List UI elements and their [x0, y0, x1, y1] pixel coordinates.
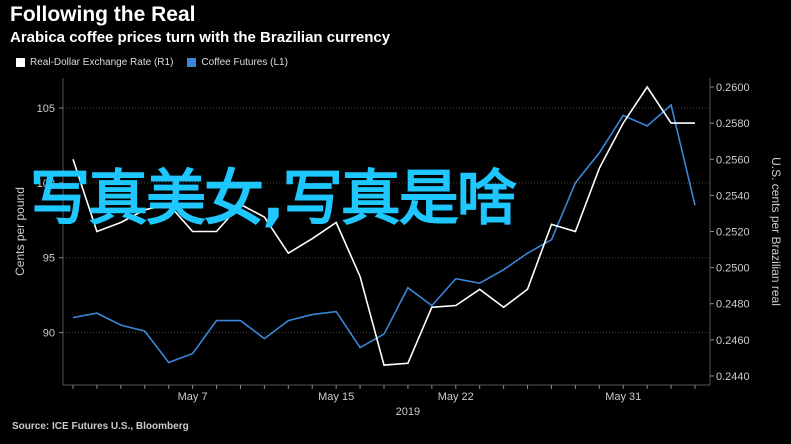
- legend-label-exchange-rate: Real-Dollar Exchange Rate (R1): [30, 57, 174, 68]
- legend-item-coffee-futures: Coffee Futures (L1): [187, 57, 288, 68]
- left-tick-label: 90: [43, 328, 55, 340]
- right-tick-label: 0.2520: [716, 227, 750, 239]
- x-tick-label: May 7: [178, 391, 208, 403]
- legend-item-exchange-rate: Real-Dollar Exchange Rate (R1): [16, 57, 173, 68]
- legend: Real-Dollar Exchange Rate (R1) Coffee Fu…: [16, 57, 288, 68]
- legend-swatch-white: [16, 58, 25, 67]
- right-axis-label: U.S. cents per Brazilian real: [769, 157, 783, 306]
- x-tick-label: May 15: [318, 391, 354, 403]
- x-year-label: 2019: [396, 406, 420, 418]
- chart-subtitle: Arabica coffee prices turn with the Braz…: [10, 29, 391, 46]
- chart-title: Following the Real: [10, 3, 196, 26]
- right-tick-label: 0.2540: [716, 190, 750, 202]
- legend-swatch-blue: [187, 58, 197, 67]
- source-note: Source: ICE Futures U.S., Bloomberg: [12, 421, 189, 432]
- left-tick-label: 100: [37, 178, 55, 190]
- series-line-coffee-futures: [72, 103, 696, 364]
- right-tick-label: 0.2560: [716, 154, 750, 166]
- left-axis-label: Cents per pound: [13, 187, 27, 276]
- legend-label-coffee-futures: Coffee Futures (L1): [201, 57, 288, 68]
- left-tick-label: 105: [37, 103, 55, 115]
- series-line-exchange-rate: [72, 85, 695, 366]
- left-tick-label: 95: [43, 253, 55, 265]
- right-tick-label: 0.2440: [716, 371, 750, 383]
- right-tick-label: 0.2480: [716, 299, 750, 311]
- right-tick-label: 0.2460: [716, 335, 750, 347]
- right-tick-label: 0.2600: [716, 82, 750, 94]
- x-tick-label: May 22: [438, 391, 474, 403]
- overlay-watermark-text: 写真美女,写真是啥: [30, 164, 517, 234]
- x-tick-label: May 31: [605, 391, 641, 403]
- right-tick-label: 0.2580: [716, 118, 750, 130]
- right-tick-label: 0.2500: [716, 263, 750, 275]
